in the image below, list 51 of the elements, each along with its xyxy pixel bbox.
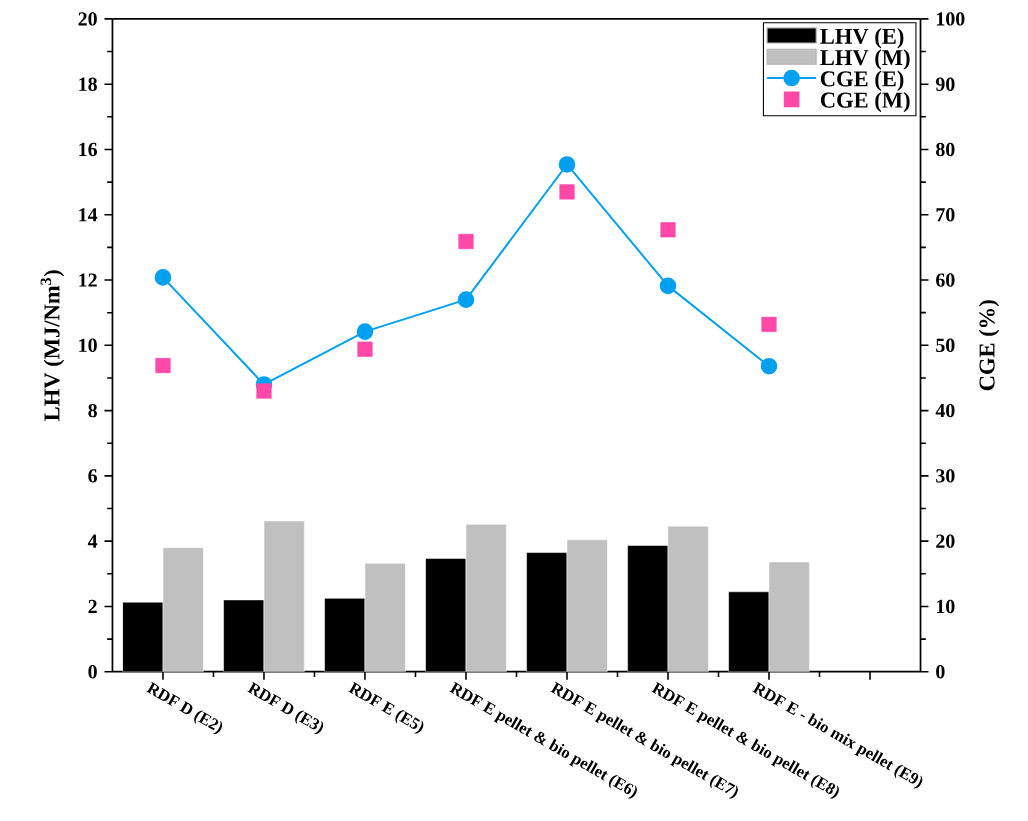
- point: [457, 291, 475, 308]
- y2-axis-title: CGE (%): [978, 300, 1000, 391]
- y-tick-label: 14: [79, 208, 98, 222]
- y2-tick-label: 90: [935, 77, 955, 91]
- bar: [162, 547, 204, 672]
- legend-label: CGE (E): [820, 70, 904, 92]
- point: [558, 156, 576, 173]
- y2-tick-label: 20: [936, 534, 955, 548]
- y-axis-title: LHV (MJ/Nm$^{3}$): [40, 270, 65, 421]
- y-tick-label: 20: [78, 12, 97, 26]
- y2-tick-label: 60: [936, 273, 955, 287]
- bar: [465, 523, 507, 672]
- x-tick-label: RDF D (E3): [247, 681, 324, 735]
- bar: [263, 520, 305, 672]
- point: [154, 269, 172, 286]
- y-tick-label: 0: [88, 665, 97, 679]
- x-tick-label: RDF D (E2): [146, 681, 223, 735]
- point: [760, 357, 778, 375]
- y2-tick-label: 80: [936, 142, 955, 157]
- y2-tick-label: 50: [936, 338, 955, 353]
- y2-tick-label: 10: [936, 599, 955, 614]
- point: [256, 383, 272, 399]
- bar: [566, 539, 608, 672]
- point: [659, 277, 677, 295]
- legend-label: CGE (M): [820, 91, 910, 113]
- legend-label: LHV (M): [820, 49, 910, 70]
- y-tick-label: 10: [79, 338, 97, 353]
- y-tick-label: 18: [79, 77, 97, 91]
- point: [357, 341, 373, 357]
- y-tick-label: 2: [88, 599, 97, 614]
- point: [155, 357, 171, 374]
- y2-tick-label: 100: [936, 12, 965, 26]
- y2-tick-label: 0: [936, 665, 945, 679]
- legend-label: LHV (E): [820, 28, 904, 49]
- point: [356, 323, 374, 340]
- x-tick-label: RDF E (E5): [348, 681, 424, 734]
- y-tick-label: 12: [79, 273, 97, 287]
- y-tick-label: 8: [88, 403, 97, 418]
- y2-tick-label: 30: [936, 469, 955, 483]
- point: [660, 222, 676, 238]
- bar: [364, 563, 406, 672]
- y2-tick-label: 70: [936, 208, 955, 222]
- point: [559, 184, 575, 200]
- point: [761, 316, 777, 332]
- y-tick-label: 6: [88, 469, 98, 483]
- y2-tick-label: 40: [935, 403, 955, 418]
- bar: [667, 525, 709, 672]
- point: [458, 233, 474, 250]
- y-tick-label: 16: [79, 142, 98, 157]
- bar: [768, 561, 810, 672]
- y-tick-label: 4: [87, 534, 98, 548]
